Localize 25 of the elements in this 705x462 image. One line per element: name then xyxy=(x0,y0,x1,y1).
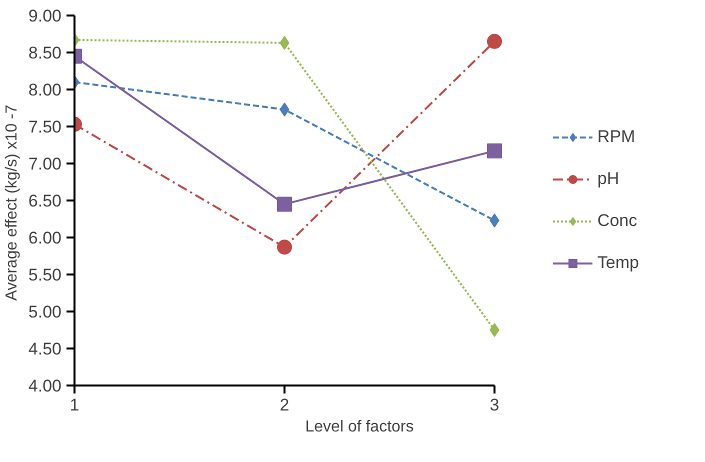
y-tick-label: 6.00 xyxy=(28,228,62,248)
y-tick-label: 7.50 xyxy=(28,118,62,136)
y-tick-label: 5.00 xyxy=(28,302,62,322)
y-tick-label: 8.50 xyxy=(28,44,62,62)
y-tick-label: 6.50 xyxy=(28,192,62,210)
x-axis-title: Level of factors xyxy=(305,418,414,436)
point xyxy=(277,196,292,212)
y-tick-label: 4.00 xyxy=(28,376,62,396)
y-tick-label: 4.50 xyxy=(28,340,62,358)
point xyxy=(277,240,292,255)
y-tick-label: 8.00 xyxy=(28,80,62,100)
y-tick-label: 5.50 xyxy=(28,266,62,284)
y-tick-label: 9.00 xyxy=(28,6,62,26)
point xyxy=(487,34,502,49)
point xyxy=(487,143,502,158)
legend-label: Conc xyxy=(597,211,638,231)
x-tick-label: 3 xyxy=(490,396,500,414)
point xyxy=(490,323,500,337)
legend-label: Temp xyxy=(597,253,639,273)
legend-label: pH xyxy=(597,169,620,189)
y-axis-title: Average effect (kg/s) x10 -7 xyxy=(3,104,20,301)
x-tick-label: 2 xyxy=(280,396,290,414)
y-tick-label: 7.00 xyxy=(28,154,62,174)
legend-label: RPM xyxy=(597,127,636,147)
x-tick-label: 1 xyxy=(70,396,80,414)
